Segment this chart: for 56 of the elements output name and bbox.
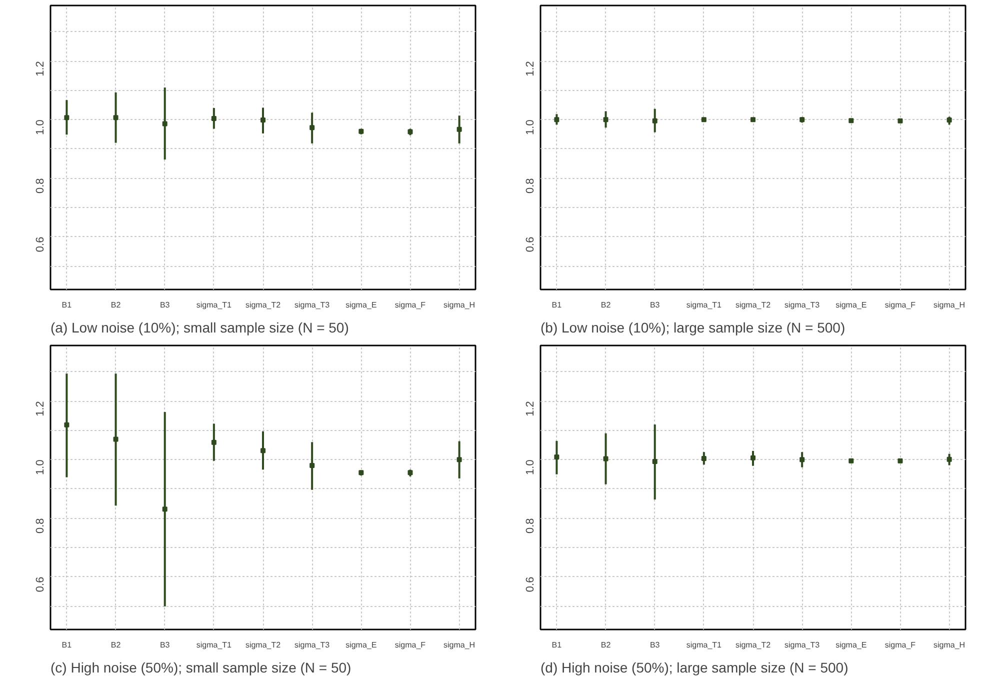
y-tick-label: 1.2	[524, 401, 536, 416]
x-tick-label: sigma_T1	[686, 300, 722, 310]
x-tick-label: B3	[650, 640, 660, 650]
x-tick-label: sigma_E	[346, 300, 377, 310]
y-tick-label: 1.2	[524, 61, 536, 76]
y-tick-label: 0.8	[524, 518, 536, 534]
x-tick-label: B2	[110, 640, 122, 650]
x-tick-label: sigma_H	[934, 640, 966, 650]
x-tick-label: sigma_H	[934, 300, 966, 310]
x-tick-label: B3	[160, 300, 170, 310]
x-tick-label: sigma_T3	[294, 300, 330, 310]
y-tick-label: 0.8	[524, 178, 536, 194]
x-tick-label: sigma_H	[444, 640, 476, 650]
x-tick-label: B1	[552, 300, 562, 310]
text: (d) High noise (50%); large sample size (N = 500)	[540, 660, 848, 676]
x-tick-label: sigma_T1	[686, 640, 722, 650]
y-tick-label: 1.0	[524, 120, 536, 135]
text: (b) Low noise (10%); large sample size (N = 500)	[540, 320, 846, 336]
x-tick-label: B1	[62, 300, 72, 310]
y-tick-label: 0.8	[34, 178, 46, 194]
x-tick-label: B1	[62, 640, 72, 650]
y-tick-label: 0.8	[34, 518, 46, 534]
x-tick-label: sigma_T2	[735, 640, 772, 650]
x-tick-label: B2	[600, 640, 612, 650]
x-tick-label: sigma_T2	[245, 640, 282, 650]
y-tick-label: 0.6	[34, 576, 46, 592]
x-tick-label: sigma_T1	[196, 640, 232, 650]
x-tick-label: sigma_T2	[735, 300, 772, 310]
x-tick-label: sigma_F	[394, 300, 426, 310]
y-tick-label: 0.6	[524, 576, 536, 592]
y-tick-label: 0.6	[524, 236, 536, 252]
x-tick-label: B2	[600, 300, 612, 310]
y-tick-label: 1.0	[524, 460, 536, 475]
x-tick-label: sigma_F	[884, 300, 916, 310]
x-tick-label: sigma_T3	[294, 640, 330, 650]
y-tick-label: 1.2	[34, 61, 46, 76]
x-tick-label: B2	[110, 300, 122, 310]
x-tick-label: sigma_F	[394, 640, 426, 650]
y-tick-label: 1.2	[34, 401, 46, 416]
x-tick-label: B3	[650, 300, 660, 310]
y-tick-label: 0.6	[34, 236, 46, 252]
x-tick-label: sigma_T3	[784, 300, 820, 310]
x-tick-label: B1	[552, 640, 562, 650]
text: (a) Low noise (10%); small sample size (N = 50)	[50, 320, 349, 336]
x-tick-label: sigma_T3	[784, 640, 820, 650]
y-tick-label: 1.0	[34, 460, 46, 475]
x-tick-label: sigma_T1	[196, 300, 232, 310]
x-tick-label: sigma_E	[836, 300, 867, 310]
y-tick-label: 1.0	[34, 120, 46, 135]
x-tick-label: sigma_T2	[245, 300, 282, 310]
x-tick-label: sigma_E	[836, 640, 867, 650]
x-tick-label: sigma_F	[884, 640, 916, 650]
x-tick-label: sigma_H	[444, 300, 476, 310]
x-tick-label: sigma_E	[346, 640, 377, 650]
x-tick-label: B3	[160, 640, 170, 650]
text: (c) High noise (50%); small sample size (N = 50)	[50, 660, 352, 676]
